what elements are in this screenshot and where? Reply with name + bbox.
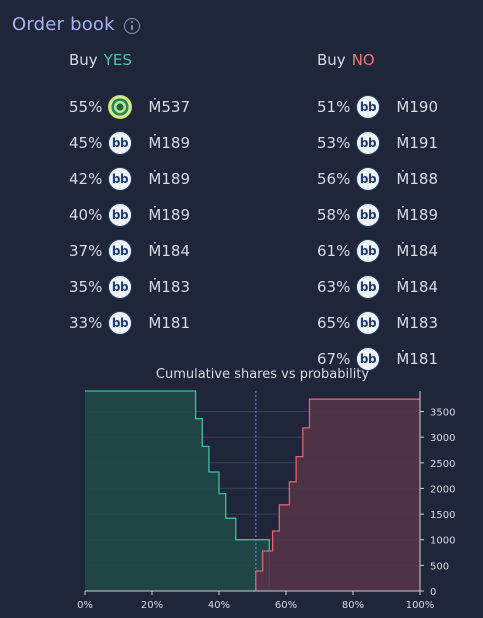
order-row[interactable]: 45% bb Ṁ189	[69, 130, 190, 156]
x-tick-label: 20%	[141, 600, 163, 611]
chart-title: Cumulative shares vs probability	[156, 367, 370, 382]
order-row[interactable]: 51% bb Ṁ190	[317, 94, 438, 120]
order-amount: Ṁ191	[396, 134, 438, 152]
x-tick-label: 80%	[342, 600, 364, 611]
order-amount: Ṁ189	[148, 134, 190, 152]
avatar[interactable]: bb	[356, 239, 380, 263]
y-tick-label: 3000	[430, 433, 455, 444]
order-amount: Ṁ188	[396, 170, 438, 188]
yes-label: YES	[103, 51, 132, 69]
x-tick-label: 60%	[275, 600, 297, 611]
order-amount: Ṁ189	[148, 170, 190, 188]
order-probability: 37%	[69, 242, 103, 260]
order-row[interactable]: 40% bb Ṁ189	[69, 202, 190, 228]
order-probability: 65%	[317, 314, 351, 332]
order-row[interactable]: 67% bb Ṁ181	[317, 346, 438, 372]
order-probability: 51%	[317, 98, 351, 116]
order-probability: 61%	[317, 242, 351, 260]
y-tick-label: 2000	[430, 484, 455, 495]
order-probability: 40%	[69, 206, 103, 224]
x-tick-label: 40%	[208, 600, 230, 611]
x-tick-label: 100%	[406, 600, 435, 611]
y-tick-label: 500	[430, 561, 449, 572]
order-row[interactable]: 61% bb Ṁ184	[317, 238, 438, 264]
avatar[interactable]	[108, 95, 132, 119]
avatar[interactable]: bb	[356, 347, 380, 371]
avatar[interactable]: bb	[356, 311, 380, 335]
order-row[interactable]: 33% bb Ṁ181	[69, 310, 190, 336]
order-probability: 55%	[69, 98, 103, 116]
avatar[interactable]: bb	[108, 203, 132, 227]
cumulative-shares-chart: Cumulative shares vs probability 0% 20% 40%…	[77, 367, 455, 611]
no-label: NO	[351, 51, 375, 69]
order-amount: Ṁ537	[148, 98, 190, 116]
avatar[interactable]: bb	[356, 203, 380, 227]
order-probability: 42%	[69, 170, 103, 188]
no-series-area	[255, 399, 420, 591]
order-row[interactable]: 55% Ṁ537	[69, 94, 190, 120]
avatar[interactable]: bb	[108, 167, 132, 191]
order-row[interactable]: 53% bb Ṁ191	[317, 130, 438, 156]
order-book-header: Order book	[12, 14, 140, 35]
no-series-line	[255, 398, 420, 591]
order-amount: Ṁ184	[396, 278, 438, 296]
avatar[interactable]: bb	[356, 275, 380, 299]
avatar[interactable]: bb	[108, 131, 132, 155]
order-probability: 33%	[69, 314, 103, 332]
order-probability: 67%	[317, 350, 351, 368]
yes-column: Buy YES 55% Ṁ537 45% bb Ṁ189 42% bb Ṁ189 40% bb Ṁ18…	[69, 50, 190, 335]
order-probability: 63%	[317, 278, 351, 296]
yes-series-line	[85, 390, 270, 591]
avatar[interactable]: bb	[108, 311, 132, 335]
order-row[interactable]: 65% bb Ṁ183	[317, 310, 438, 336]
order-amount: Ṁ181	[148, 314, 190, 332]
order-probability: 45%	[69, 134, 103, 152]
avatar[interactable]: bb	[108, 239, 132, 263]
buy-label: Buy	[317, 51, 346, 69]
x-tick-label: 0%	[77, 600, 93, 611]
info-circle-icon[interactable]	[123, 17, 140, 34]
order-probability: 53%	[317, 134, 351, 152]
y-tick-label: 0	[430, 587, 436, 598]
y-tick-label: 2500	[430, 459, 455, 470]
y-tick-label: 1500	[430, 510, 455, 521]
avatar[interactable]: bb	[108, 275, 132, 299]
order-row[interactable]: 37% bb Ṁ184	[69, 238, 190, 264]
order-probability: 35%	[69, 278, 103, 296]
order-amount: Ṁ189	[396, 206, 438, 224]
avatar[interactable]: bb	[356, 95, 380, 119]
order-row[interactable]: 42% bb Ṁ189	[69, 166, 190, 192]
order-amount: Ṁ190	[396, 98, 438, 116]
order-amount: Ṁ189	[148, 206, 190, 224]
buy-label: Buy	[69, 51, 98, 69]
y-tick-label: 3500	[430, 408, 455, 419]
no-column-header: Buy NO	[317, 50, 375, 70]
order-probability: 56%	[317, 170, 351, 188]
order-row[interactable]: 63% bb Ṁ184	[317, 274, 438, 300]
page-title: Order book	[12, 14, 115, 35]
order-amount: Ṁ183	[148, 278, 190, 296]
no-column: Buy NO 51% bb Ṁ190 53% bb Ṁ191 56% bb Ṁ188 58% bb Ṁ1…	[317, 50, 438, 371]
order-amount: Ṁ181	[396, 350, 438, 368]
yes-column-header: Buy YES	[69, 50, 132, 70]
yes-series-area	[85, 391, 270, 591]
order-probability: 58%	[317, 206, 351, 224]
order-amount: Ṁ184	[148, 242, 190, 260]
order-amount: Ṁ184	[396, 242, 438, 260]
avatar[interactable]: bb	[356, 131, 380, 155]
order-row[interactable]: 58% bb Ṁ189	[317, 202, 438, 228]
order-amount: Ṁ183	[396, 314, 438, 332]
order-row[interactable]: 35% bb Ṁ183	[69, 274, 190, 300]
y-tick-label: 1000	[430, 536, 455, 547]
order-row[interactable]: 56% bb Ṁ188	[317, 166, 438, 192]
avatar[interactable]: bb	[356, 167, 380, 191]
